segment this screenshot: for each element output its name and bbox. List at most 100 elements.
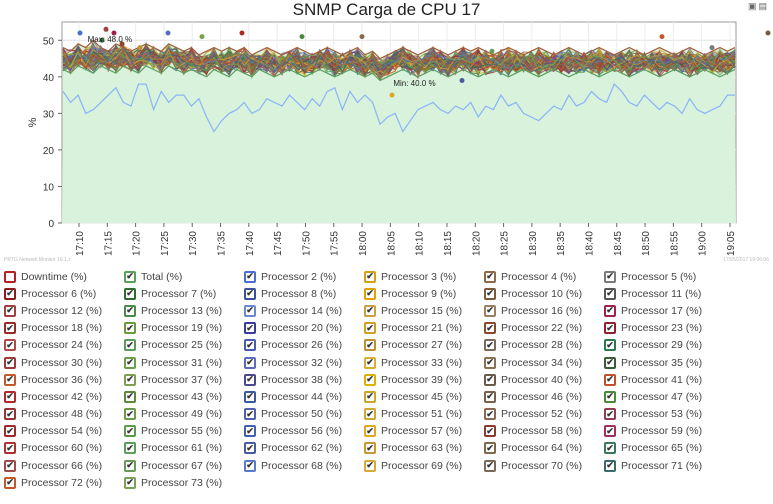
legend-item[interactable]: ✔ Processor 33 (%): [364, 354, 484, 371]
legend-item[interactable]: ✔ Processor 47 (%): [604, 388, 724, 405]
legend-item[interactable]: ✔ Processor 49 (%): [124, 406, 244, 423]
legend-item[interactable]: ✔ Processor 19 (%): [124, 320, 244, 337]
legend-checkbox[interactable]: ✔: [124, 390, 136, 403]
legend-checkbox[interactable]: ✔: [484, 339, 496, 352]
legend-checkbox[interactable]: ✔: [364, 373, 376, 386]
legend-item[interactable]: ✔ Processor 35 (%): [604, 354, 724, 371]
legend-checkbox[interactable]: ✔: [604, 408, 616, 421]
legend-checkbox[interactable]: ✔: [124, 373, 136, 386]
legend-item[interactable]: ✔ Processor 31 (%): [124, 354, 244, 371]
legend-checkbox[interactable]: ✔: [364, 270, 376, 283]
legend-item[interactable]: ✔ Processor 28 (%): [484, 337, 604, 354]
legend-checkbox[interactable]: [4, 270, 16, 283]
legend-checkbox[interactable]: ✔: [244, 390, 256, 403]
legend-item[interactable]: ✔ Processor 11 (%): [604, 285, 724, 302]
chart-tools[interactable]: ▣▤: [748, 1, 769, 12]
legend-item[interactable]: ✔ Processor 63 (%): [364, 440, 484, 457]
legend-item[interactable]: ✔ Processor 40 (%): [484, 371, 604, 388]
legend-item[interactable]: ✔ Total (%): [124, 268, 244, 285]
legend-item[interactable]: ✔ Processor 68 (%): [244, 457, 364, 474]
legend-checkbox[interactable]: ✔: [4, 373, 16, 386]
legend-item[interactable]: ✔ Processor 20 (%): [244, 320, 364, 337]
legend-item[interactable]: ✔ Processor 51 (%): [364, 406, 484, 423]
legend-item[interactable]: ✔ Processor 41 (%): [604, 371, 724, 388]
legend-checkbox[interactable]: ✔: [484, 287, 496, 300]
legend-checkbox[interactable]: ✔: [244, 373, 256, 386]
legend-checkbox[interactable]: ✔: [484, 356, 496, 369]
legend-item[interactable]: ✔ Processor 67 (%): [124, 457, 244, 474]
legend-checkbox[interactable]: ✔: [124, 339, 136, 352]
legend-checkbox[interactable]: ✔: [484, 373, 496, 386]
legend-item[interactable]: ✔ Processor 16 (%): [484, 302, 604, 319]
legend-item[interactable]: ✔ Processor 39 (%): [364, 371, 484, 388]
legend-checkbox[interactable]: ✔: [244, 459, 256, 472]
legend-item[interactable]: ✔ Processor 46 (%): [484, 388, 604, 405]
legend-item[interactable]: ✔ Processor 72 (%): [4, 474, 124, 491]
legend-item[interactable]: ✔ Processor 55 (%): [124, 423, 244, 440]
legend-checkbox[interactable]: ✔: [364, 304, 376, 317]
legend-checkbox[interactable]: ✔: [484, 270, 496, 283]
legend-checkbox[interactable]: ✔: [604, 270, 616, 283]
legend-item[interactable]: ✔ Processor 10 (%): [484, 285, 604, 302]
legend-checkbox[interactable]: ✔: [4, 356, 16, 369]
legend-item[interactable]: ✔ Processor 48 (%): [4, 406, 124, 423]
legend-item[interactable]: ✔ Processor 66 (%): [4, 457, 124, 474]
legend-item[interactable]: ✔ Processor 17 (%): [604, 302, 724, 319]
legend-checkbox[interactable]: ✔: [484, 425, 496, 438]
legend-checkbox[interactable]: ✔: [4, 304, 16, 317]
legend-checkbox[interactable]: ✔: [604, 304, 616, 317]
legend-checkbox[interactable]: ✔: [244, 442, 256, 455]
legend-item[interactable]: ✔ Processor 53 (%): [604, 406, 724, 423]
legend-item[interactable]: ✔ Processor 36 (%): [4, 371, 124, 388]
legend-checkbox[interactable]: ✔: [484, 304, 496, 317]
legend-checkbox[interactable]: ✔: [244, 270, 256, 283]
legend-item[interactable]: ✔ Processor 24 (%): [4, 337, 124, 354]
legend-item[interactable]: ✔ Processor 27 (%): [364, 337, 484, 354]
legend-item[interactable]: Downtime (%): [4, 268, 124, 285]
legend-checkbox[interactable]: ✔: [604, 339, 616, 352]
legend-checkbox[interactable]: ✔: [484, 442, 496, 455]
legend-checkbox[interactable]: ✔: [484, 390, 496, 403]
legend-item[interactable]: ✔ Processor 30 (%): [4, 354, 124, 371]
legend-item[interactable]: ✔ Processor 45 (%): [364, 388, 484, 405]
legend-checkbox[interactable]: ✔: [4, 287, 16, 300]
legend-item[interactable]: ✔ Processor 54 (%): [4, 423, 124, 440]
legend-item[interactable]: ✔ Processor 44 (%): [244, 388, 364, 405]
legend-checkbox[interactable]: ✔: [244, 356, 256, 369]
menu-icon[interactable]: ▤: [758, 1, 769, 11]
legend-item[interactable]: ✔ Processor 38 (%): [244, 371, 364, 388]
legend-checkbox[interactable]: ✔: [124, 270, 136, 283]
legend-checkbox[interactable]: ✔: [364, 459, 376, 472]
legend-item[interactable]: ✔ Processor 43 (%): [124, 388, 244, 405]
legend-item[interactable]: ✔ Processor 73 (%): [124, 474, 244, 491]
legend-checkbox[interactable]: ✔: [604, 373, 616, 386]
legend-item[interactable]: ✔ Processor 21 (%): [364, 320, 484, 337]
legend-checkbox[interactable]: ✔: [244, 322, 256, 335]
legend-item[interactable]: ✔ Processor 59 (%): [604, 423, 724, 440]
legend-checkbox[interactable]: ✔: [4, 459, 16, 472]
legend-checkbox[interactable]: ✔: [604, 442, 616, 455]
legend-checkbox[interactable]: ✔: [124, 304, 136, 317]
legend-checkbox[interactable]: ✔: [124, 476, 136, 489]
legend-checkbox[interactable]: ✔: [4, 425, 16, 438]
legend-checkbox[interactable]: ✔: [124, 425, 136, 438]
legend-item[interactable]: ✔ Processor 50 (%): [244, 406, 364, 423]
legend-checkbox[interactable]: ✔: [124, 287, 136, 300]
legend-item[interactable]: ✔ Processor 34 (%): [484, 354, 604, 371]
legend-item[interactable]: ✔ Processor 18 (%): [4, 320, 124, 337]
legend-item[interactable]: ✔ Processor 7 (%): [124, 285, 244, 302]
legend-item[interactable]: ✔ Processor 9 (%): [364, 285, 484, 302]
legend-item[interactable]: ✔ Processor 25 (%): [124, 337, 244, 354]
legend-checkbox[interactable]: ✔: [604, 425, 616, 438]
legend-item[interactable]: ✔ Processor 4 (%): [484, 268, 604, 285]
legend-checkbox[interactable]: ✔: [124, 459, 136, 472]
legend-checkbox[interactable]: ✔: [4, 408, 16, 421]
legend-checkbox[interactable]: ✔: [4, 322, 16, 335]
legend-item[interactable]: ✔ Processor 22 (%): [484, 320, 604, 337]
legend-checkbox[interactable]: ✔: [364, 322, 376, 335]
legend-item[interactable]: ✔ Processor 32 (%): [244, 354, 364, 371]
legend-item[interactable]: ✔ Processor 62 (%): [244, 440, 364, 457]
legend-item[interactable]: ✔ Processor 13 (%): [124, 302, 244, 319]
legend-item[interactable]: ✔ Processor 12 (%): [4, 302, 124, 319]
legend-checkbox[interactable]: ✔: [364, 425, 376, 438]
